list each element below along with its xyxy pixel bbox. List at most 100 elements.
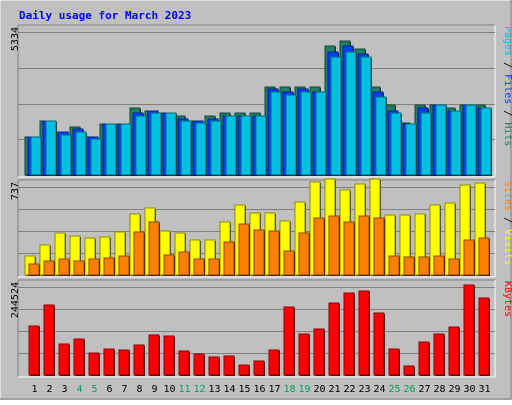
bar-sites-day-23: [358, 215, 370, 276]
bar-kbytes-day-27: [418, 341, 430, 376]
bar-sites-day-8: [133, 231, 145, 276]
bar-kbytes-day-26: [403, 365, 415, 376]
bar-kbytes-day-15: [238, 364, 250, 376]
bar-kbytes-day-14: [223, 355, 235, 376]
x-tick-label-day-3: 3: [61, 384, 67, 395]
chart-title: Daily usage for March 2023: [19, 9, 191, 22]
bar-pages-day-16: [255, 115, 267, 176]
bar-pages-day-13: [210, 120, 222, 176]
panel-kbytes-series-label: KBytes: [502, 281, 512, 317]
bar-sites-day-29: [448, 258, 460, 276]
bar-sites-day-9: [148, 221, 160, 276]
x-tick-label-day-16: 16: [253, 384, 265, 395]
bar-sites-day-12: [193, 258, 205, 276]
bar-kbytes-day-30: [463, 284, 475, 376]
x-tick-label-day-12: 12: [193, 384, 205, 395]
panel-hits-files-pages-label-part-0: Pages: [502, 26, 512, 56]
panel-kbytes: 244524 KBytes: [10, 279, 512, 378]
bar-pages-day-11: [180, 120, 192, 176]
x-tick-label-day-17: 17: [268, 384, 280, 395]
bar-sites-day-5: [88, 258, 100, 276]
bar-kbytes-day-19: [298, 333, 310, 376]
bar-sites-day-7: [118, 255, 130, 276]
bar-pages-day-6: [105, 123, 117, 176]
x-tick-label-day-20: 20: [313, 384, 325, 395]
bar-pages-day-27: [420, 112, 432, 176]
bar-sites-day-28: [433, 255, 445, 276]
bar-pages-day-20: [315, 91, 327, 176]
bar-sites-day-20: [313, 217, 325, 276]
bar-kbytes-day-11: [178, 350, 190, 376]
bar-pages-day-3: [60, 134, 72, 176]
x-tick-label-day-26: 26: [403, 384, 415, 395]
series-sites: [28, 215, 490, 276]
series-pages: [30, 51, 492, 176]
bar-pages-day-1: [30, 136, 42, 176]
x-tick-label-day-28: 28: [433, 384, 445, 395]
bar-sites-day-17: [268, 230, 280, 276]
bar-sites-day-6: [103, 257, 115, 276]
bar-kbytes-day-12: [193, 353, 205, 376]
bar-sites-day-1: [28, 263, 40, 276]
bar-kbytes-day-16: [253, 360, 265, 376]
x-tick-label-day-5: 5: [91, 384, 97, 395]
bar-kbytes-day-10: [163, 335, 175, 376]
panel-visits-sites-series-label: Sites / Visits: [502, 181, 512, 265]
bar-pages-day-23: [360, 56, 372, 176]
bar-kbytes-day-1: [28, 325, 40, 376]
bar-pages-day-12: [195, 122, 207, 176]
bar-pages-day-15: [240, 115, 252, 176]
bar-sites-day-15: [238, 223, 250, 276]
bar-sites-day-4: [73, 260, 85, 276]
bar-kbytes-day-4: [73, 338, 85, 376]
bar-kbytes-day-13: [208, 356, 220, 376]
x-tick-label-day-14: 14: [223, 384, 235, 395]
bar-kbytes-day-28: [433, 333, 445, 376]
panel-hits-files-pages-label-part-2: Files: [502, 74, 512, 104]
bar-pages-day-2: [45, 120, 57, 176]
bar-kbytes-day-25: [388, 348, 400, 376]
x-tick-label-day-19: 19: [298, 384, 310, 395]
bar-sites-day-10: [163, 254, 175, 276]
x-tick-label-day-6: 6: [106, 384, 112, 395]
panel-visits-sites-ymax-label: 737: [10, 182, 21, 200]
x-axis-day-labels: 1 2 3 4 5 6 7 8 9 10 11 12 13 14 15 16 17 18 19 20 21 22 23 24 2…: [31, 384, 490, 395]
x-tick-label-day-24: 24: [373, 384, 385, 395]
x-tick-label-day-25: 25: [388, 384, 400, 395]
bar-pages-day-29: [450, 110, 462, 176]
bar-kbytes-day-31: [478, 297, 490, 376]
bar-pages-day-10: [165, 112, 177, 176]
bar-kbytes-day-18: [283, 306, 295, 376]
x-tick-label-day-7: 7: [121, 384, 127, 395]
bar-sites-day-24: [373, 217, 385, 276]
bar-pages-day-17: [270, 91, 282, 176]
bar-pages-day-5: [90, 138, 102, 176]
panel-hits-files-pages: 5334 Pages / Files / Hits: [10, 24, 512, 178]
x-tick-label-day-27: 27: [418, 384, 430, 395]
panel-hits-files-pages-label-part-1: /: [502, 56, 512, 74]
bar-sites-day-18: [283, 250, 295, 276]
bar-pages-day-26: [405, 123, 417, 176]
bar-sites-day-14: [223, 241, 235, 276]
bar-kbytes-day-24: [373, 312, 385, 376]
x-tick-label-day-21: 21: [328, 384, 340, 395]
bar-pages-day-18: [285, 94, 297, 176]
bar-pages-day-30: [465, 104, 477, 176]
bar-sites-day-26: [403, 256, 415, 276]
bar-sites-day-27: [418, 256, 430, 276]
bar-sites-day-11: [178, 251, 190, 276]
bar-sites-day-22: [343, 221, 355, 276]
bar-sites-day-30: [463, 239, 475, 276]
bar-pages-day-14: [225, 115, 237, 176]
bar-kbytes-day-20: [313, 328, 325, 376]
x-tick-label-day-30: 30: [463, 384, 475, 395]
series-kbytes: [28, 284, 490, 376]
bar-sites-day-3: [58, 258, 70, 276]
x-tick-label-day-4: 4: [76, 384, 82, 395]
bar-pages-day-9: [150, 112, 162, 176]
panel-hits-files-pages-series-label: Pages / Files / Hits: [502, 26, 512, 146]
bar-kbytes-day-22: [343, 292, 355, 376]
x-tick-label-day-29: 29: [448, 384, 460, 395]
x-tick-label-day-2: 2: [46, 384, 52, 395]
